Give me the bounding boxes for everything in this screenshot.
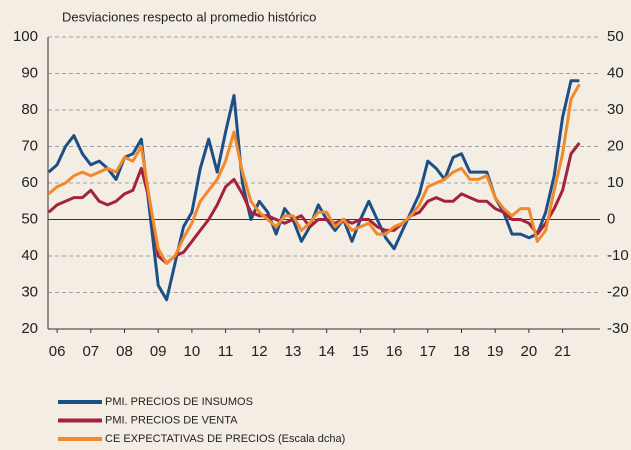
legend-label: PMI. PRECIOS DE VENTA — [105, 414, 238, 426]
x-tick-label: 12 — [251, 343, 268, 360]
x-tick-label: 14 — [318, 343, 335, 360]
y2-tick-label: 50 — [607, 28, 624, 45]
x-tick-label: 21 — [554, 343, 571, 360]
series-line — [47, 83, 581, 265]
x-tick-label: 20 — [521, 343, 538, 360]
y2-tick-label: -20 — [607, 283, 629, 300]
series-line — [47, 141, 581, 265]
x-tick-label: 08 — [116, 343, 133, 360]
x-tick-label: 15 — [352, 343, 369, 360]
legend-label: CE EXPECTATIVAS DE PRECIOS (Escala dcha) — [105, 433, 345, 445]
x-tick-label: 18 — [453, 343, 470, 360]
x-tick-label: 06 — [49, 343, 66, 360]
x-tick-label: 09 — [150, 343, 167, 360]
y2-tick-label: 0 — [607, 210, 615, 227]
y-tick-label: 70 — [21, 137, 38, 154]
x-tick-label: 11 — [218, 343, 234, 360]
y-tick-label: 20 — [21, 320, 38, 337]
axis-label: Desviaciones respecto al promedio histór… — [62, 9, 316, 24]
y2-tick-label: 30 — [607, 101, 624, 118]
y-tick-label: 60 — [21, 174, 38, 191]
y-tick-label: 50 — [21, 210, 38, 227]
x-tick-label: 17 — [419, 343, 436, 360]
y-tick-label: 100 — [13, 28, 38, 45]
y-tick-label: 40 — [21, 247, 38, 264]
y-tick-label: 30 — [21, 283, 38, 300]
y-tick-label: 90 — [21, 64, 38, 81]
y2-tick-label: 40 — [607, 64, 624, 81]
y2-tick-label: -10 — [607, 247, 629, 264]
y-tick-label: 80 — [21, 101, 38, 118]
x-tick-label: 16 — [386, 343, 403, 360]
x-tick-label: 19 — [487, 343, 504, 360]
y2-tick-label: 20 — [607, 137, 624, 154]
x-tick-label: 07 — [82, 343, 99, 360]
x-tick-label: 13 — [285, 343, 302, 360]
y2-tick-label: 10 — [607, 174, 624, 191]
x-tick-label: 10 — [184, 343, 201, 360]
y2-tick-label: -30 — [607, 320, 629, 337]
legend-label: PMI. PRECIOS DE INSUMOS — [105, 396, 253, 408]
